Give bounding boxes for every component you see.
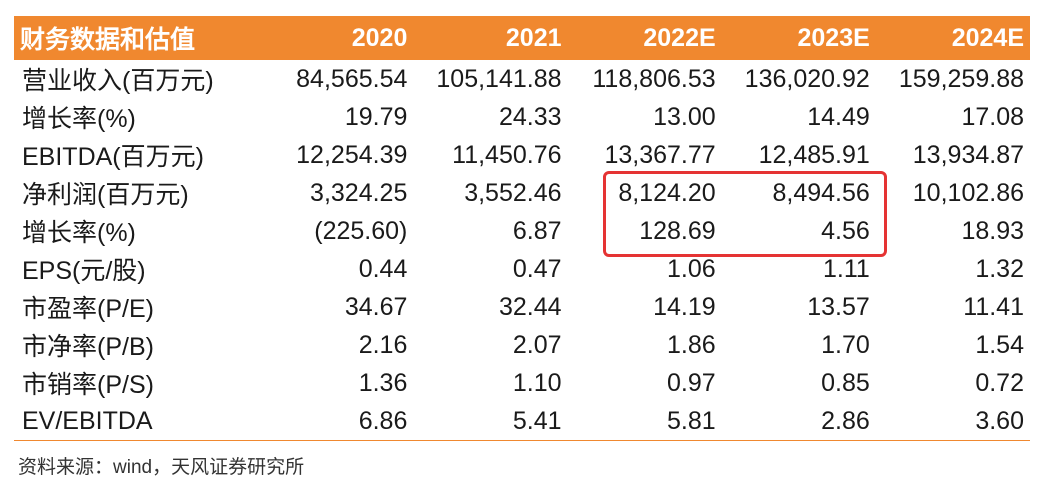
table-cell: 12,254.39: [296, 140, 408, 169]
row-label: 增长率(%): [22, 219, 136, 247]
table-cell: 2.16: [358, 330, 408, 359]
table-row-pe: 市盈率(P/E) 34.67 32.44 14.19 13.57 11.41: [14, 288, 1030, 326]
row-label: 净利润(百万元): [22, 181, 189, 209]
table-cell: 5.81: [567, 402, 722, 441]
table-cell: 14.49: [807, 102, 870, 131]
table-cell: 1.10: [512, 368, 562, 397]
table-cell: 1.11: [822, 254, 870, 283]
table-row-pb: 市净率(P/B) 2.16 2.07 1.86 1.70 1.54: [14, 326, 1030, 364]
table-cell: 128.69: [639, 216, 716, 245]
row-label: EPS(元/股): [22, 257, 146, 285]
table-cell: 8,124.20: [618, 178, 716, 207]
table-cell: 159,259.88: [898, 64, 1024, 93]
table-row-ebitda: EBITDA(百万元) 12,254.39 11,450.76 13,367.7…: [14, 136, 1030, 174]
table-cell: 4.56: [821, 216, 870, 245]
header-year-2020: 2020: [351, 23, 408, 52]
table-cell: 13.57: [807, 292, 870, 321]
table-row-net-profit-growth: 增长率(%) (225.60) 6.87 128.69 4.56 18.93: [14, 212, 1030, 250]
table-cell: 8,494.56: [772, 178, 870, 207]
table-cell: 0.72: [975, 368, 1024, 397]
table-cell: 2.86: [721, 402, 876, 441]
table-cell: (225.60): [314, 216, 408, 245]
table-row-eps: EPS(元/股) 0.44 0.47 1.06 1.11 1.32: [14, 250, 1030, 288]
table-cell: 118,806.53: [592, 64, 716, 93]
table-cell: 32.44: [498, 292, 562, 321]
table-cell: 1.36: [358, 368, 408, 397]
table-cell: 105,141.88: [436, 64, 562, 93]
table-row-revenue: 营业收入(百万元) 84,565.54 105,141.88 118,806.5…: [14, 60, 1030, 98]
table-cell: 17.08: [961, 102, 1024, 131]
table-cell: 0.97: [666, 368, 716, 397]
table-row-revenue-growth: 增长率(%) 19.79 24.33 13.00 14.49 17.08: [14, 98, 1030, 136]
table-body: 营业收入(百万元) 84,565.54 105,141.88 118,806.5…: [14, 60, 1030, 441]
table-cell: 84,565.54: [296, 64, 408, 93]
table-cell: 0.44: [358, 254, 408, 283]
table-cell: 2.07: [512, 330, 562, 359]
row-label: 市销率(P/S): [22, 371, 154, 399]
row-label: 营业收入(百万元): [22, 67, 214, 95]
header-year-2023e: 2023E: [797, 23, 870, 52]
table-cell: 136,020.92: [744, 64, 870, 93]
table-cell: 10,102.86: [912, 178, 1024, 207]
header-year-2022e: 2022E: [643, 23, 716, 52]
table-cell: 5.41: [413, 402, 568, 441]
table-header: 财务数据和估值 2020 2021 2022E 2023E 2024E: [14, 16, 1030, 60]
header-label: 财务数据和估值: [20, 26, 196, 54]
header-year-2024e: 2024E: [951, 23, 1024, 52]
table-cell: 3,552.46: [464, 178, 562, 207]
table-cell: 0.47: [512, 254, 562, 283]
table-cell: 3,324.25: [310, 178, 408, 207]
table-cell: 6.87: [512, 216, 562, 245]
table-cell: 11,450.76: [452, 140, 562, 169]
table-cell: 14.19: [653, 292, 716, 321]
table-row-ev-ebitda: EV/EBITDA 6.86 5.41 5.81 2.86 3.60: [14, 402, 1030, 441]
table-cell: 34.67: [344, 292, 408, 321]
table-cell: 1.06: [666, 254, 716, 283]
table-cell: 13.00: [653, 102, 716, 131]
table-cell: 6.86: [259, 402, 414, 441]
table-cell: 19.79: [344, 102, 408, 131]
table-cell: 18.93: [961, 216, 1024, 245]
table-cell: 1.54: [975, 330, 1024, 359]
table-cell: 24.33: [498, 102, 562, 131]
header-year-2021: 2021: [505, 23, 562, 52]
table-cell: 1.70: [821, 330, 870, 359]
row-label: 增长率(%): [22, 105, 136, 133]
table-cell: 3.60: [875, 402, 1030, 441]
table-cell: 1.32: [975, 254, 1024, 283]
table-cell: 12,485.91: [758, 140, 870, 169]
row-label: 市净率(P/B): [22, 333, 154, 361]
table-row-ps: 市销率(P/S) 1.36 1.10 0.97 0.85 0.72: [14, 364, 1030, 402]
row-label: 市盈率(P/E): [22, 295, 154, 323]
source-note: 资料来源：wind，天风证券研究所: [18, 457, 305, 478]
header-row: 财务数据和估值 2020 2021 2022E 2023E 2024E: [14, 16, 1030, 60]
financial-table-container: 财务数据和估值 2020 2021 2022E 2023E 2024E 营业收入…: [14, 16, 1030, 441]
financial-valuation-table: 财务数据和估值 2020 2021 2022E 2023E 2024E 营业收入…: [14, 16, 1030, 441]
row-label: EBITDA(百万元): [22, 143, 204, 171]
table-cell: 0.85: [821, 368, 870, 397]
table-cell: 13,367.77: [604, 140, 716, 169]
table-row-net-profit: 净利润(百万元) 3,324.25 3,552.46 8,124.20 8,49…: [14, 174, 1030, 212]
row-label: EV/EBITDA: [14, 402, 260, 441]
table-cell: 1.86: [666, 330, 716, 359]
table-cell: 11.41: [963, 292, 1024, 321]
table-cell: 13,934.87: [912, 140, 1024, 169]
